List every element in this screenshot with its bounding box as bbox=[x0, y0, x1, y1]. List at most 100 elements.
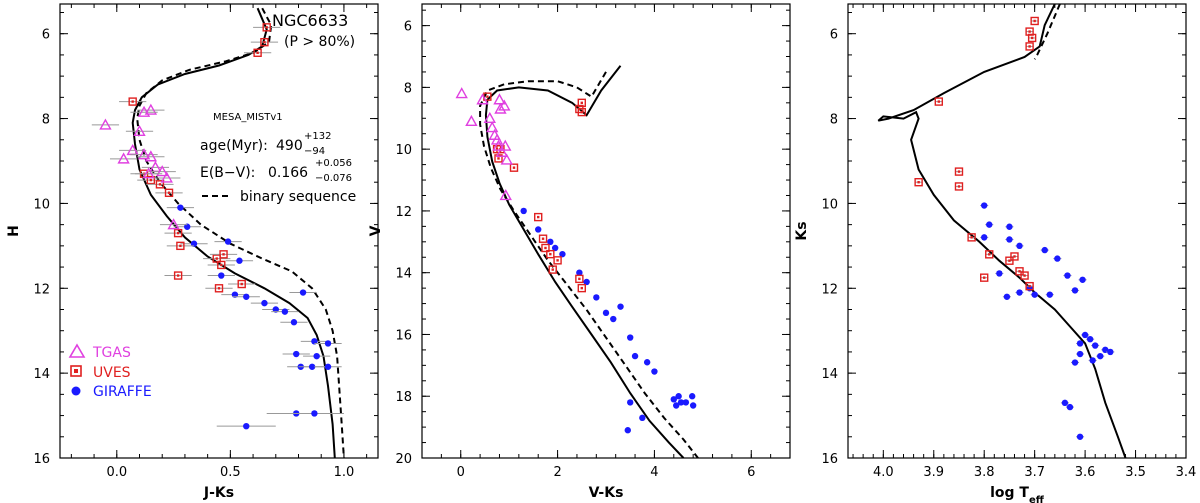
giraffe-point bbox=[682, 399, 690, 406]
giraffe-point bbox=[1107, 348, 1114, 356]
uves-point bbox=[954, 167, 964, 176]
giraffe-point bbox=[627, 334, 634, 341]
tgas-point bbox=[500, 153, 513, 165]
giraffe-point bbox=[311, 338, 318, 345]
uves-point bbox=[1010, 252, 1019, 261]
giraffe-point bbox=[673, 402, 680, 409]
uves-point bbox=[214, 284, 224, 293]
x-tick-label: 3.6 bbox=[1075, 465, 1096, 480]
age-value: 490 bbox=[276, 138, 303, 154]
uves-point-center bbox=[957, 170, 961, 173]
giraffe-point bbox=[236, 257, 243, 264]
uves-point-center bbox=[1013, 255, 1016, 258]
plot-area bbox=[877, 4, 1127, 458]
panel-h-vs-jks: 0.0 0.5 1.0 6 8 10 12 14 16 J-Ks H bbox=[6, 3, 379, 501]
tgas-point bbox=[486, 121, 499, 133]
uves-point bbox=[534, 212, 543, 222]
x-tick-label: 1.0 bbox=[334, 465, 355, 480]
single-star-isochrone bbox=[877, 4, 1127, 458]
y-tick-label: 16 bbox=[33, 452, 50, 467]
uves-point-center bbox=[167, 191, 171, 195]
legend: TGAS UVES GIRAFFE bbox=[68, 343, 152, 400]
uves-point-center bbox=[1008, 259, 1011, 262]
giraffe-point bbox=[559, 250, 566, 258]
giraffe-point bbox=[1041, 246, 1048, 254]
uves-point-center bbox=[580, 101, 583, 105]
single-star-isochrone bbox=[484, 65, 685, 458]
giraffe-point bbox=[1097, 352, 1104, 360]
giraffe-point bbox=[184, 223, 191, 230]
uves-point-center bbox=[149, 178, 153, 182]
legend-giraffe-label: GIRAFFE bbox=[93, 384, 152, 400]
giraffe-point bbox=[1031, 291, 1038, 298]
single-star-isochrone bbox=[131, 7, 336, 458]
y-tick-label: 16 bbox=[821, 452, 838, 467]
giraffe-point bbox=[231, 291, 239, 298]
x-tick-label: 2 bbox=[553, 465, 561, 480]
uves-point bbox=[253, 48, 262, 57]
uves-point bbox=[541, 243, 550, 253]
giraffe-point bbox=[1081, 331, 1089, 339]
uves-point bbox=[262, 23, 271, 32]
y-tick-label: 14 bbox=[395, 267, 412, 282]
giraffe-point bbox=[1079, 276, 1086, 283]
x-tick-label: 4.0 bbox=[873, 465, 894, 480]
uves-point-center bbox=[1033, 19, 1036, 23]
giraffe-point bbox=[290, 319, 298, 326]
giraffe-point bbox=[313, 352, 320, 360]
legend-uves-marker-center bbox=[74, 369, 78, 373]
giraffe-point bbox=[190, 240, 198, 247]
giraffe-point bbox=[261, 299, 268, 307]
uves-point bbox=[577, 98, 586, 108]
y-tick-label: 6 bbox=[42, 28, 50, 43]
uves-point-center bbox=[541, 237, 545, 240]
y-tick-label: 12 bbox=[821, 282, 838, 297]
uves-point bbox=[1005, 256, 1014, 265]
uves-point bbox=[1020, 271, 1029, 280]
y-tick-label: 6 bbox=[404, 20, 412, 35]
uves-point bbox=[575, 104, 584, 114]
uves-point bbox=[164, 188, 174, 198]
uves-point bbox=[219, 250, 228, 259]
uves-point-center bbox=[551, 268, 554, 271]
uves-point bbox=[128, 97, 137, 106]
giraffe-point bbox=[1076, 350, 1084, 358]
giraffe-point bbox=[218, 272, 225, 279]
uves-point bbox=[548, 265, 557, 274]
x-axis-label-subscript: eff bbox=[1029, 495, 1045, 503]
giraffe-point bbox=[1003, 293, 1011, 300]
y-tick-label: 10 bbox=[821, 197, 838, 212]
giraffe-point bbox=[643, 359, 651, 366]
uves-point-center bbox=[578, 277, 581, 281]
giraffe-point bbox=[1086, 335, 1094, 343]
giraffe-point bbox=[1016, 289, 1023, 296]
x-tick-label: 3.7 bbox=[1024, 465, 1045, 480]
tgas-point bbox=[160, 171, 173, 183]
uves-point-center bbox=[486, 95, 489, 98]
giraffe-point bbox=[1064, 272, 1071, 279]
age-lower-error: −94 bbox=[304, 146, 325, 157]
giraffe-point bbox=[224, 238, 232, 245]
tgas-point bbox=[492, 139, 505, 151]
binary-sequence-isochrone bbox=[136, 7, 345, 458]
tgas-point bbox=[99, 118, 112, 130]
uves-point bbox=[967, 233, 976, 242]
x-tick-label: 0 bbox=[457, 465, 465, 480]
plot-frame bbox=[847, 3, 1187, 459]
panel-ks-vs-logteff: 4.0 3.9 3.8 3.7 3.6 3.5 3.4 6 8 10 12 14 16 log Teff K… bbox=[794, 3, 1197, 503]
uves-point-center bbox=[220, 263, 223, 267]
y-tick-label: 12 bbox=[33, 282, 50, 297]
uves-point-center bbox=[217, 287, 221, 290]
giraffe-point bbox=[1066, 403, 1074, 411]
giraffe-point bbox=[1061, 399, 1069, 407]
legend-uves-marker bbox=[70, 365, 82, 377]
y-axis-label: V bbox=[368, 225, 384, 236]
uves-point-center bbox=[1028, 284, 1031, 288]
tgas-point bbox=[499, 139, 512, 151]
tgas-point bbox=[156, 165, 169, 177]
uves-point-center bbox=[240, 282, 243, 286]
x-tick-label: 3.4 bbox=[1176, 465, 1197, 480]
uves-point bbox=[575, 274, 584, 284]
giraffe-point bbox=[1091, 342, 1099, 349]
uves-point-center bbox=[512, 166, 516, 169]
